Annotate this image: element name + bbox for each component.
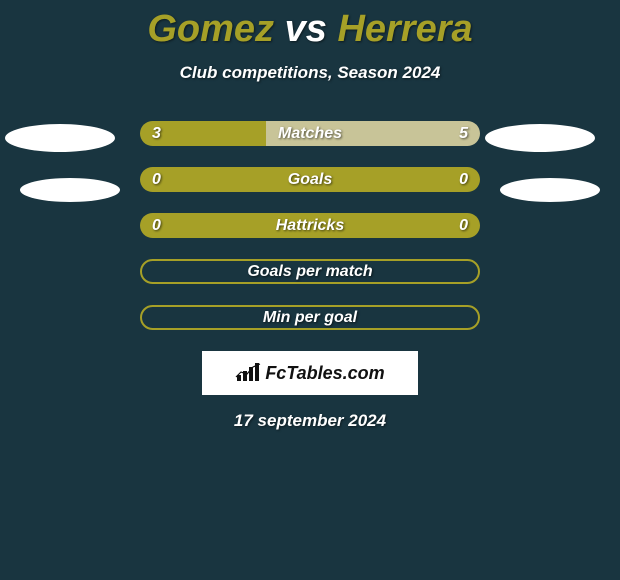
stat-label: Min per goal (142, 307, 478, 328)
stat-label: Hattricks (140, 213, 480, 238)
stat-row: Goals per match (140, 259, 480, 284)
stat-rows: 35Matches 00Goals 00Hattricks Goals per mat… (0, 121, 620, 330)
stat-label: Matches (140, 121, 480, 146)
stat-row: 00Goals (140, 167, 480, 192)
avatar-placeholder (500, 178, 600, 202)
date-label: 17 september 2024 (0, 411, 620, 431)
bar-chart-icon (235, 363, 261, 383)
player2-name: Herrera (337, 8, 472, 50)
avatar-placeholder (5, 124, 115, 152)
stat-row: 35Matches (140, 121, 480, 146)
avatar-placeholder (20, 178, 120, 202)
subtitle: Club competitions, Season 2024 (0, 63, 620, 83)
stat-row: 00Hattricks (140, 213, 480, 238)
stat-row: Min per goal (140, 305, 480, 330)
comparison-title: Gomez vs Herrera (0, 0, 620, 51)
avatar-placeholder (485, 124, 595, 152)
stat-label: Goals per match (142, 261, 478, 282)
vs-label: vs (285, 8, 327, 50)
player1-name: Gomez (147, 8, 274, 50)
brand-badge: FcTables.com (202, 351, 418, 395)
brand-text: FcTables.com (265, 363, 384, 384)
stat-label: Goals (140, 167, 480, 192)
